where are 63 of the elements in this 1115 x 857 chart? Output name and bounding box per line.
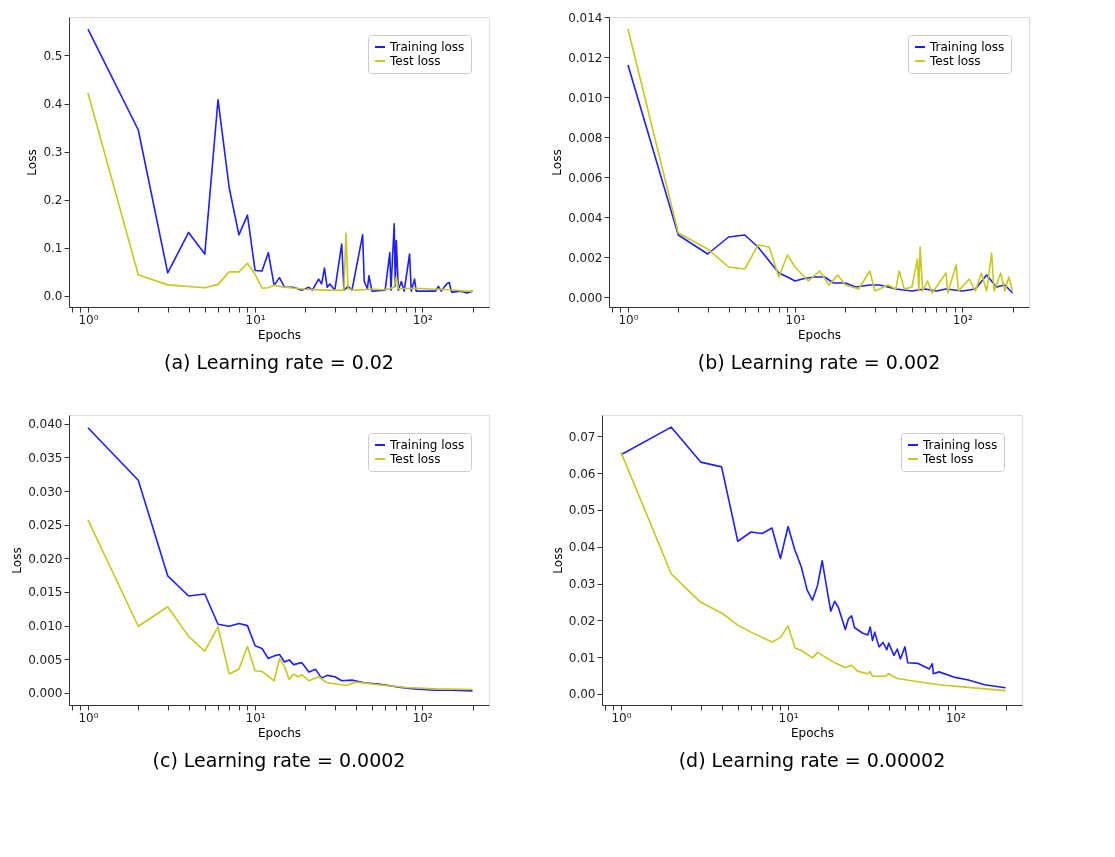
x-tick-label: 10¹ xyxy=(245,312,266,327)
y-tick-label: 0.004 xyxy=(568,210,603,225)
y-tick-label: 0.2 xyxy=(43,193,63,208)
x-axis-title: Epochs xyxy=(258,725,301,740)
text: (a) Learning rate = 0.02 xyxy=(164,351,394,373)
legend-label: Training loss xyxy=(929,40,1005,54)
y-tick-label: 0.000 xyxy=(568,290,603,305)
y-tick-label: 0.4 xyxy=(43,97,63,112)
y-tick-label: 0.015 xyxy=(28,585,63,600)
legend-label: Test loss xyxy=(929,54,981,68)
y-axis-title: Loss xyxy=(25,149,40,176)
legend-label: Training loss xyxy=(389,40,465,54)
y-tick-label: 0.05 xyxy=(568,503,596,518)
y-tick-label: 0.012 xyxy=(568,50,603,65)
text: (d) Learning rate = 0.00002 xyxy=(678,749,946,771)
x-tick-label: 10⁰ xyxy=(78,710,99,725)
y-tick-label: 0.03 xyxy=(568,577,596,592)
y-tick-label: 0.010 xyxy=(28,619,63,634)
y-tick-label: 0.010 xyxy=(568,90,603,105)
y-tick-label: 0.040 xyxy=(28,417,63,432)
x-axis-title: Epochs xyxy=(798,327,841,342)
y-tick-label: 0.02 xyxy=(568,613,596,628)
y-axis-title: Loss xyxy=(550,149,565,176)
y-tick-label: 0.008 xyxy=(568,130,603,145)
legend-label: Training loss xyxy=(922,438,998,452)
legend-label: Test loss xyxy=(389,452,441,466)
y-tick-label: 0.014 xyxy=(568,10,603,25)
y-tick-label: 0.06 xyxy=(568,466,596,481)
legend-label: Test loss xyxy=(389,54,441,68)
y-axis-title: Loss xyxy=(550,547,565,574)
y-tick-label: 0.025 xyxy=(28,518,63,533)
y-tick-label: 0.3 xyxy=(43,145,63,160)
y-tick-label: 0.035 xyxy=(28,450,63,465)
y-tick-label: 0.002 xyxy=(568,250,603,265)
y-axis-title: Loss xyxy=(10,547,25,574)
x-tick-label: 10⁰ xyxy=(611,710,632,725)
legend-label: Test loss xyxy=(922,452,974,466)
y-tick-label: 0.006 xyxy=(568,170,603,185)
y-tick-label: 0.01 xyxy=(568,650,596,665)
x-tick-label: 10² xyxy=(412,312,433,327)
x-axis-title: Epochs xyxy=(791,725,834,740)
x-tick-label: 10¹ xyxy=(778,710,799,725)
y-tick-label: 0.020 xyxy=(28,551,63,566)
y-tick-label: 0.005 xyxy=(28,652,63,667)
text: (b) Learning rate = 0.002 xyxy=(697,351,941,373)
y-tick-label: 0.5 xyxy=(43,48,63,63)
x-tick-label: 10² xyxy=(412,710,433,725)
y-tick-label: 0.04 xyxy=(568,540,596,555)
y-tick-label: 0.00 xyxy=(568,687,596,702)
x-tick-label: 10² xyxy=(945,710,966,725)
legend-label: Training loss xyxy=(389,438,465,452)
y-tick-label: 0.1 xyxy=(43,241,63,256)
x-tick-label: 10⁰ xyxy=(78,312,99,327)
y-tick-label: 0.0 xyxy=(43,289,63,304)
y-tick-label: 0.07 xyxy=(568,429,596,444)
y-tick-label: 0.000 xyxy=(28,686,63,701)
x-axis-title: Epochs xyxy=(258,327,301,342)
y-tick-label: 0.030 xyxy=(28,484,63,499)
x-tick-label: 10⁰ xyxy=(618,312,639,327)
text: (c) Learning rate = 0.0002 xyxy=(152,749,406,771)
x-tick-label: 10² xyxy=(952,312,973,327)
x-tick-label: 10¹ xyxy=(245,710,266,725)
x-tick-label: 10¹ xyxy=(785,312,806,327)
